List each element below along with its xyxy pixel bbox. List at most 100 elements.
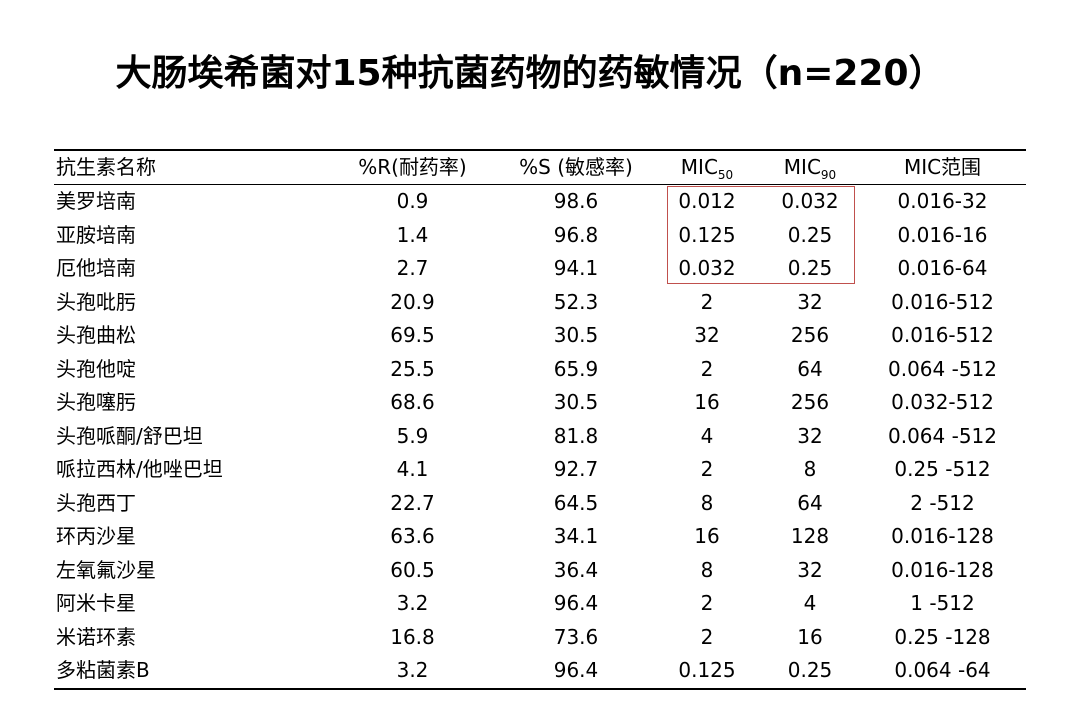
- antibiotic-name-cell: 头孢曲松: [56, 323, 136, 347]
- mic90-cell: 0.25: [787, 222, 833, 247]
- mic50-cell: 0.125: [678, 222, 736, 247]
- mic50-cell: 0.012: [678, 189, 736, 213]
- sensitivity-rate-cell: 96.8: [553, 222, 599, 247]
- sensitivity-rate-cell: 34.1: [553, 524, 599, 548]
- mic90-cell: 0.25: [787, 256, 833, 280]
- sensitivity-rate-cell: 94.1: [553, 256, 599, 280]
- table-row: 头孢西丁 22.7 64.5 8 64 2 -512: [54, 487, 1026, 521]
- mic90-cell: 32: [797, 289, 823, 314]
- header-mic-range: MIC范围: [903, 155, 982, 179]
- mic-range-cell: 0.016-128: [891, 524, 994, 548]
- header-sensitivity-rate: %S (敏感率): [519, 155, 633, 179]
- mic90-cell: 4: [803, 591, 817, 615]
- table-row: 阿米卡星 3.2 96.4 2 4 1 -512: [54, 587, 1026, 621]
- mic90-cell: 256: [790, 390, 830, 414]
- mic-range-cell: 0.064 -64: [894, 658, 991, 682]
- mic50-cell: 2: [700, 289, 714, 314]
- page-title: 大肠埃希菌对15种抗菌药物的药敏情况（n=220）: [115, 53, 945, 94]
- mic90-cell: 256: [790, 323, 830, 347]
- sensitivity-rate-cell: 64.5: [553, 490, 599, 515]
- antibiotic-name-cell: 阿米卡星: [56, 591, 136, 615]
- resistance-rate-cell: 60.5: [390, 557, 435, 582]
- susceptibility-table: 抗生素名称 %R(耐药率) %S (敏感率) MIC50 MIC90 MIC范围…: [54, 149, 1026, 690]
- resistance-rate-cell: 3.2: [396, 658, 429, 682]
- header-mic90-main: MIC: [783, 155, 821, 179]
- resistance-rate-cell: 63.6: [390, 524, 435, 548]
- sensitivity-rate-cell: 96.4: [553, 591, 599, 615]
- mic-range-cell: 0.016-64: [897, 256, 988, 280]
- mic90-cell: 128: [790, 524, 830, 548]
- mic50-cell: 8: [700, 557, 714, 582]
- antibiotic-name-cell: 头孢西丁: [56, 490, 136, 515]
- mic50-cell: 2: [700, 356, 714, 381]
- sensitivity-rate-cell: 81.8: [553, 423, 599, 448]
- mic50-cell: 0.125: [678, 658, 736, 682]
- mic50-cell: 2: [700, 457, 714, 481]
- table-row: 米诺环素 16.8 73.6 2 16 0.25 -128: [54, 621, 1026, 655]
- sensitivity-rate-cell: 92.7: [553, 457, 599, 481]
- mic90-cell: 0.25: [787, 658, 833, 682]
- resistance-rate-cell: 16.8: [390, 624, 435, 649]
- table-row: 美罗培南 0.9 98.6 0.012 0.032 0.016-32: [54, 185, 1026, 219]
- antibiotic-name-cell: 左氧氟沙星: [56, 557, 156, 582]
- sensitivity-rate-cell: 52.3: [553, 289, 599, 314]
- mic-range-cell: 0.25 -512: [894, 457, 991, 481]
- mic90-cell: 32: [797, 557, 823, 582]
- table-row: 头孢哌酮/舒巴坦 5.9 81.8 4 32 0.064 -512: [54, 420, 1026, 454]
- resistance-rate-cell: 25.5: [390, 356, 435, 381]
- header-mic90-sub: 90: [820, 168, 837, 182]
- table-header-row: 抗生素名称 %R(耐药率) %S (敏感率) MIC50 MIC90 MIC范围: [54, 150, 1026, 185]
- mic90-cell: 16: [797, 624, 823, 649]
- antibiotic-name-cell: 头孢吡肟: [56, 289, 136, 314]
- resistance-rate-cell: 1.4: [396, 222, 429, 247]
- sensitivity-rate-cell: 30.5: [553, 323, 599, 347]
- resistance-rate-cell: 0.9: [396, 189, 429, 213]
- mic-range-cell: 0.016-512: [891, 289, 994, 314]
- mic90-cell: 32: [797, 423, 823, 448]
- resistance-rate-cell: 4.1: [396, 457, 429, 481]
- mic50-cell: 32: [694, 323, 720, 347]
- header-mic50-sub: 50: [717, 168, 734, 182]
- sensitivity-rate-cell: 30.5: [553, 390, 599, 414]
- table-row: 左氧氟沙星 60.5 36.4 8 32 0.016-128: [54, 554, 1026, 588]
- resistance-rate-cell: 20.9: [390, 289, 435, 314]
- sensitivity-rate-cell: 73.6: [553, 624, 599, 649]
- mic-range-cell: 2 -512: [910, 490, 975, 515]
- mic50-cell: 2: [700, 624, 714, 649]
- mic-range-cell: 0.064 -512: [887, 423, 997, 448]
- mic-range-cell: 0.016-32: [897, 189, 988, 213]
- mic50-cell: 4: [700, 423, 714, 448]
- mic-range-cell: 0.032-512: [891, 390, 994, 414]
- mic-range-cell: 0.016-512: [891, 323, 994, 347]
- table-row: 哌拉西林/他唑巴坦 4.1 92.7 2 8 0.25 -512: [54, 453, 1026, 487]
- antibiotic-name-cell: 哌拉西林/他唑巴坦: [56, 457, 223, 481]
- mic50-cell: 16: [694, 390, 720, 414]
- mic-range-cell: 1 -512: [910, 591, 975, 615]
- table-row: 环丙沙星 63.6 34.1 16 128 0.016-128: [54, 520, 1026, 554]
- sensitivity-rate-cell: 98.6: [553, 189, 599, 213]
- sensitivity-rate-cell: 36.4: [553, 557, 599, 582]
- mic-range-cell: 0.25 -128: [894, 624, 991, 649]
- table-row: 头孢曲松 69.5 30.5 32 256 0.016-512: [54, 319, 1026, 353]
- antibiotic-name-cell: 米诺环素: [56, 624, 136, 649]
- antibiotic-name-cell: 美罗培南: [56, 189, 136, 213]
- antibiotic-name-cell: 厄他培南: [56, 256, 136, 280]
- table-row: 头孢他啶 25.5 65.9 2 64 0.064 -512: [54, 353, 1026, 387]
- mic90-cell: 64: [797, 490, 823, 515]
- mic90-cell: 0.032: [781, 189, 839, 213]
- resistance-rate-cell: 2.7: [396, 256, 429, 280]
- header-antibiotic-name: 抗生素名称: [56, 155, 156, 179]
- resistance-rate-cell: 69.5: [390, 323, 435, 347]
- table-row: 厄他培南 2.7 94.1 0.032 0.25 0.016-64: [54, 252, 1026, 286]
- mic50-cell: 16: [694, 524, 720, 548]
- mic-range-cell: 0.064 -512: [887, 356, 997, 381]
- table-row: 亚胺培南 1.4 96.8 0.125 0.25 0.016-16: [54, 219, 1026, 253]
- resistance-rate-cell: 5.9: [396, 423, 429, 448]
- antibiotic-name-cell: 头孢哌酮/舒巴坦: [56, 423, 203, 448]
- mic50-cell: 2: [700, 591, 714, 615]
- mic-range-cell: 0.016-128: [891, 557, 994, 582]
- header-mic50: MIC50: [653, 150, 761, 185]
- mic90-cell: 8: [803, 457, 817, 481]
- resistance-rate-cell: 3.2: [396, 591, 429, 615]
- antibiotic-name-cell: 亚胺培南: [56, 222, 136, 247]
